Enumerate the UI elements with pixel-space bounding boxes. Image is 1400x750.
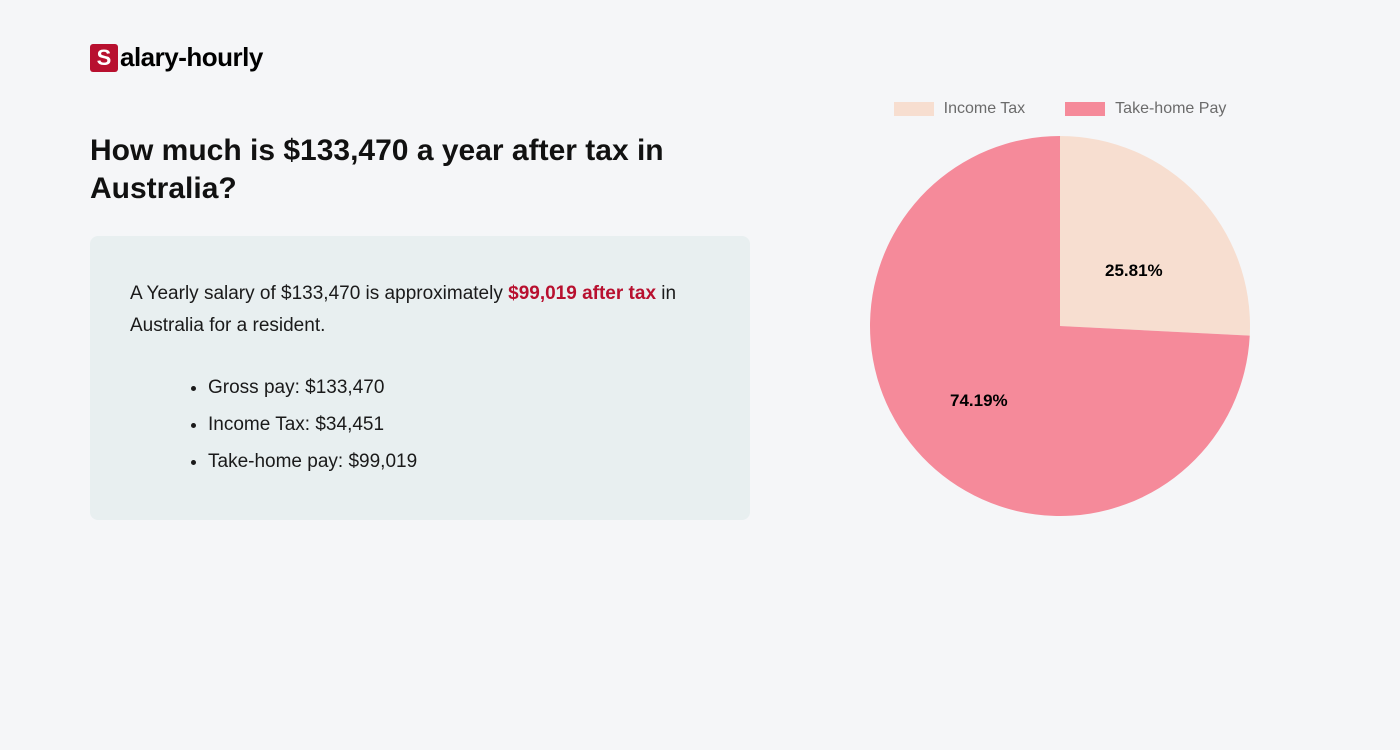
logo-badge: S [90, 44, 118, 72]
legend-label: Take-home Pay [1115, 100, 1226, 118]
pie-slice-label: 25.81% [1105, 261, 1163, 281]
legend-label: Income Tax [944, 100, 1026, 118]
logo-text: alary-hourly [120, 42, 263, 73]
list-item: Income Tax: $34,451 [208, 406, 710, 443]
summary-prefix: A Yearly salary of $133,470 is approxima… [130, 283, 508, 304]
summary-box: A Yearly salary of $133,470 is approxima… [90, 236, 750, 520]
pie-svg [870, 136, 1250, 516]
legend-swatch [894, 102, 934, 116]
logo: S alary-hourly [90, 42, 263, 73]
pie-slice-label: 74.19% [950, 391, 1008, 411]
legend-swatch [1065, 102, 1105, 116]
legend-item-take-home: Take-home Pay [1065, 100, 1226, 118]
pie-chart-region: Income Tax Take-home Pay 25.81% 74.19% [820, 100, 1300, 516]
page-title: How much is $133,470 a year after tax in… [90, 132, 710, 207]
summary-text: A Yearly salary of $133,470 is approxima… [130, 278, 710, 343]
summary-highlight: $99,019 after tax [508, 283, 656, 304]
list-item: Take-home pay: $99,019 [208, 443, 710, 480]
breakdown-list: Gross pay: $133,470 Income Tax: $34,451 … [130, 369, 710, 480]
chart-legend: Income Tax Take-home Pay [820, 100, 1300, 118]
list-item: Gross pay: $133,470 [208, 369, 710, 406]
pie-area: 25.81% 74.19% [870, 136, 1250, 516]
legend-item-income-tax: Income Tax [894, 100, 1026, 118]
